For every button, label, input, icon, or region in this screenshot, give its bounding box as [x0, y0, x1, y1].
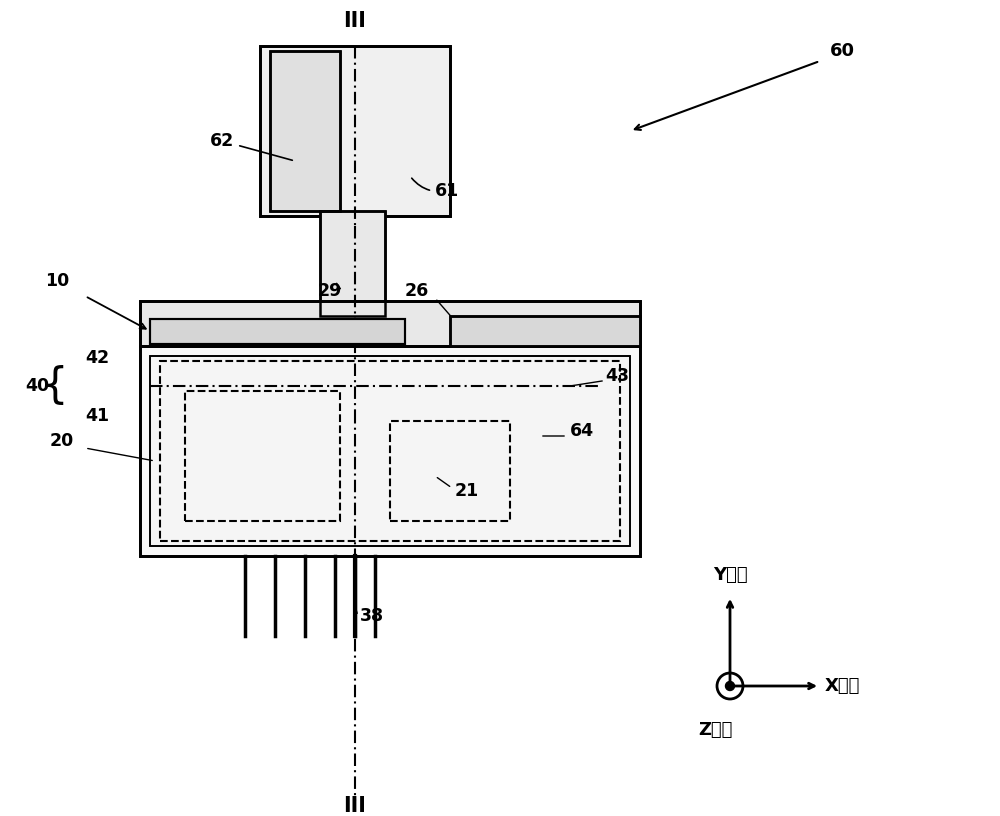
Text: Y方向: Y方向 [713, 566, 747, 584]
Bar [390, 421, 510, 521]
Bar [150, 356, 630, 546]
Bar [140, 346, 640, 556]
Text: 64: 64 [570, 422, 594, 440]
Text: 38: 38 [360, 607, 384, 625]
Bar [140, 346, 640, 556]
Bar [150, 319, 405, 344]
Text: 29: 29 [318, 282, 342, 300]
Text: Z方向: Z方向 [698, 721, 732, 739]
Text: 61: 61 [412, 178, 459, 200]
Text: {: { [42, 365, 68, 407]
Text: 41: 41 [85, 407, 109, 425]
Text: III: III [344, 11, 366, 31]
Bar [450, 316, 640, 346]
Bar [260, 46, 450, 216]
Bar [150, 319, 405, 344]
Text: 43: 43 [605, 367, 629, 385]
Bar [185, 391, 340, 521]
Bar [150, 356, 630, 546]
Circle shape [726, 681, 734, 690]
Text: 21: 21 [455, 482, 479, 500]
Text: 60: 60 [830, 42, 855, 60]
Bar [260, 46, 450, 216]
Text: 24: 24 [605, 322, 629, 340]
Bar [270, 51, 340, 211]
Bar [320, 211, 385, 316]
Text: 26: 26 [405, 282, 429, 300]
Text: 10: 10 [45, 272, 69, 290]
Bar [140, 301, 640, 346]
Text: 62: 62 [210, 132, 292, 160]
Text: 20: 20 [50, 432, 74, 450]
Bar [270, 51, 340, 211]
Bar [160, 361, 620, 541]
Text: 42: 42 [85, 349, 109, 367]
Bar [320, 211, 385, 316]
Text: III: III [344, 796, 366, 816]
Bar [140, 301, 640, 346]
Bar [450, 316, 640, 346]
Text: 40: 40 [25, 377, 49, 395]
Text: X方向: X方向 [825, 677, 860, 695]
